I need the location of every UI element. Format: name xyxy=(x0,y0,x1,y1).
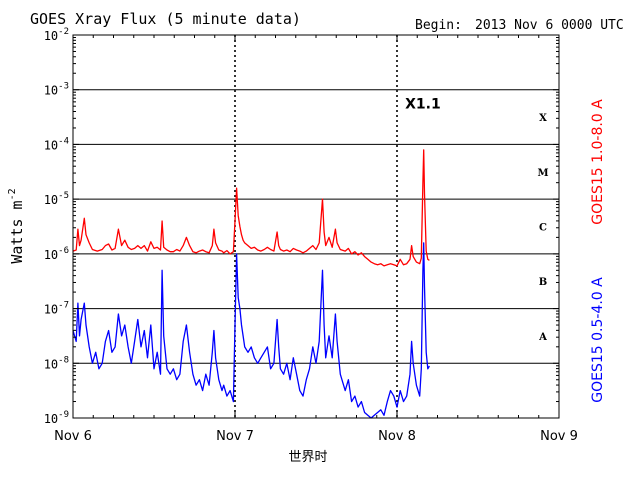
y-tick-label: 10-2 xyxy=(44,27,69,43)
x-tick-label: Nov 6 xyxy=(54,429,92,444)
begin-label: Begin: xyxy=(415,18,462,33)
y-axis-label: Watts m-2 xyxy=(7,188,26,263)
y-axis-label-exponent: -2 xyxy=(7,188,18,200)
legend-label: GOES15 1.0-8.0 A xyxy=(590,99,606,225)
flare-annotation: X1.1 xyxy=(405,96,441,112)
x-tick-label: Nov 8 xyxy=(378,429,416,444)
y-tick-label: 10-3 xyxy=(44,82,69,98)
flare-class-a: A xyxy=(538,332,547,343)
legend-item: GOES15 0.5-4.0 A xyxy=(590,277,606,403)
x-tick-label: Nov 9 xyxy=(540,429,578,444)
series-line-long-channel xyxy=(72,149,430,267)
flare-class-x: X xyxy=(539,113,547,124)
y-tick-label: 10-6 xyxy=(44,246,69,262)
svg-text:Watts m-2: Watts m-2 xyxy=(7,188,26,263)
begin-date: 2013 Nov 6 0000 UTC xyxy=(475,18,624,33)
y-tick-label: 10-9 xyxy=(44,410,69,426)
y-tick-label: 10-8 xyxy=(44,355,69,371)
y-axis-label-text: Watts m xyxy=(8,200,26,263)
series-line-short-channel xyxy=(72,242,430,419)
chart-title: GOES Xray Flux (5 minute data) xyxy=(30,10,301,28)
flare-class-m: M xyxy=(537,168,548,179)
y-tick-label: 10-4 xyxy=(44,136,69,152)
legend-label: GOES15 0.5-4.0 A xyxy=(590,277,606,403)
flare-class-labels: X M C B A xyxy=(537,113,548,343)
axes: 10-2 10-3 10-4 10-5 10-6 10-7 10-8 10-9 Nov 6 Nov… xyxy=(44,27,578,444)
flare-class-b: B xyxy=(539,277,547,288)
y-tick-label: 10-5 xyxy=(44,191,69,207)
series-layer xyxy=(72,149,430,419)
flare-class-c: C xyxy=(539,223,547,234)
legend-item: GOES15 1.0-8.0 A xyxy=(590,99,606,225)
x-tick-label: Nov 7 xyxy=(216,429,254,444)
y-tick-label: 10-7 xyxy=(44,301,69,317)
x-axis-label: 世界时 xyxy=(288,450,327,465)
legend: GOES15 1.0-8.0 A GOES15 0.5-4.0 A xyxy=(590,99,606,403)
